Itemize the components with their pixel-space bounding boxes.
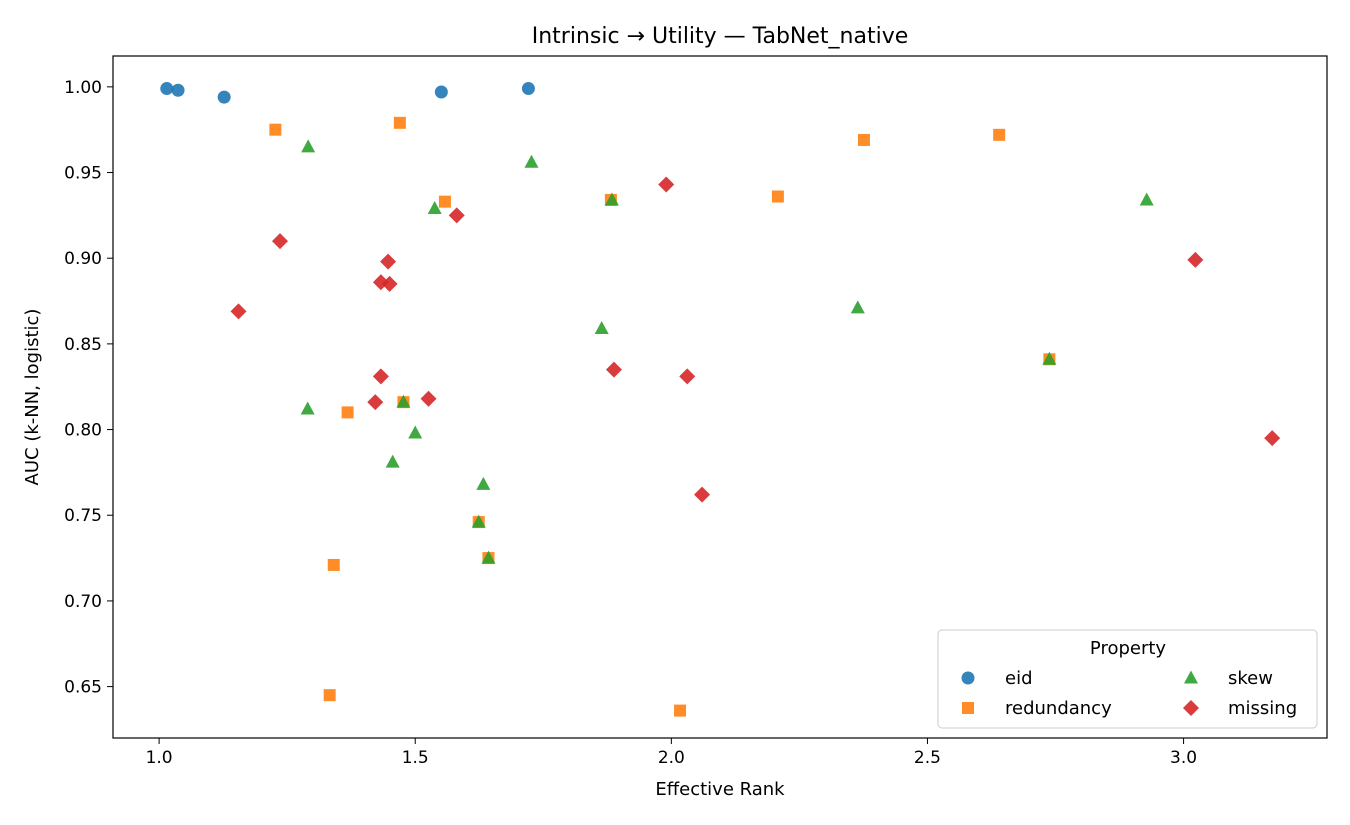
point-skew: [481, 550, 496, 564]
point-skew: [850, 300, 865, 314]
point-eid: [521, 82, 535, 96]
point-redundancy: [771, 190, 784, 203]
series-missing: [230, 176, 1281, 503]
point-redundancy: [857, 133, 870, 146]
point-missing: [658, 176, 675, 193]
legend-box: [937, 629, 1318, 729]
point-missing: [372, 368, 389, 385]
point-skew: [594, 320, 609, 334]
y-tick-label: 0.95: [64, 164, 102, 184]
x-tick-label: 2.5: [914, 748, 941, 768]
legend-item-eid: eid: [961, 668, 1033, 689]
point-skew: [300, 401, 315, 415]
point-missing: [381, 275, 398, 292]
point-missing: [1264, 430, 1281, 447]
x-axis-label: Effective Rank: [655, 779, 785, 800]
point-redundancy: [993, 128, 1006, 141]
y-tick-label: 1.00: [64, 78, 102, 98]
legend: Property eid redundancy skew missing: [937, 629, 1318, 729]
point-skew: [524, 154, 539, 168]
point-skew: [396, 394, 411, 408]
point-missing: [679, 368, 696, 385]
point-eid: [434, 85, 448, 99]
point-missing: [230, 303, 247, 320]
plot-area: [112, 55, 1328, 739]
point-skew: [1042, 351, 1057, 365]
point-eid: [160, 82, 174, 96]
point-skew: [427, 201, 442, 215]
legend-label-skew: skew: [1228, 668, 1273, 689]
legend-item-skew: skew: [1184, 668, 1273, 689]
x-tick-label: 1.5: [402, 748, 429, 768]
y-tick-label: 0.65: [64, 678, 102, 698]
chart-title: Intrinsic → Utility — TabNet_native: [532, 24, 909, 49]
y-tick-label: 0.85: [64, 335, 102, 355]
x-axis: 1.0 1.5 2.0 2.5 3.0: [146, 738, 1197, 768]
point-redundancy: [341, 406, 354, 419]
point-missing: [420, 390, 437, 407]
legend-item-missing: missing: [1183, 698, 1297, 719]
series-skew: [300, 139, 1154, 564]
x-tick-label: 2.0: [658, 748, 685, 768]
legend-label-missing: missing: [1228, 698, 1297, 719]
point-skew: [604, 192, 619, 206]
point-missing: [380, 253, 397, 270]
legend-title: Property: [1090, 638, 1167, 659]
point-skew: [471, 514, 486, 528]
y-tick-label: 0.90: [64, 249, 102, 269]
point-eid: [171, 83, 185, 97]
legend-marker-skew: [1184, 670, 1198, 684]
x-tick-label: 3.0: [1170, 748, 1197, 768]
x-tick-label: 1.0: [146, 748, 173, 768]
point-missing: [448, 207, 465, 224]
legend-item-redundancy: redundancy: [962, 698, 1112, 719]
point-redundancy: [674, 704, 687, 717]
point-skew: [1139, 192, 1154, 206]
point-missing: [367, 394, 384, 411]
data-points: [160, 82, 1281, 717]
point-redundancy: [393, 116, 406, 129]
y-tick-label: 0.80: [64, 421, 102, 441]
point-missing: [271, 233, 288, 250]
legend-label-redundancy: redundancy: [1005, 698, 1112, 719]
point-skew: [408, 425, 423, 439]
y-axis-label: AUC (k-NN, logistic): [22, 309, 43, 486]
series-eid: [160, 82, 535, 104]
y-tick-label: 0.75: [64, 506, 102, 526]
point-missing: [1187, 251, 1204, 268]
point-skew: [301, 139, 316, 153]
point-skew: [476, 476, 491, 490]
legend-marker-missing: [1183, 700, 1199, 716]
point-eid: [217, 90, 231, 104]
point-redundancy: [438, 195, 451, 208]
point-missing: [694, 486, 711, 503]
y-axis: 0.65 0.70 0.75 0.80 0.85 0.90 0.95 1.00: [64, 78, 113, 698]
point-missing: [605, 361, 622, 378]
point-redundancy: [323, 689, 336, 702]
point-skew: [385, 454, 400, 468]
legend-marker-eid: [961, 671, 975, 685]
y-tick-label: 0.70: [64, 592, 102, 612]
point-redundancy: [269, 123, 282, 136]
point-redundancy: [327, 558, 340, 571]
legend-marker-redundancy: [962, 702, 974, 714]
legend-label-eid: eid: [1005, 668, 1033, 689]
